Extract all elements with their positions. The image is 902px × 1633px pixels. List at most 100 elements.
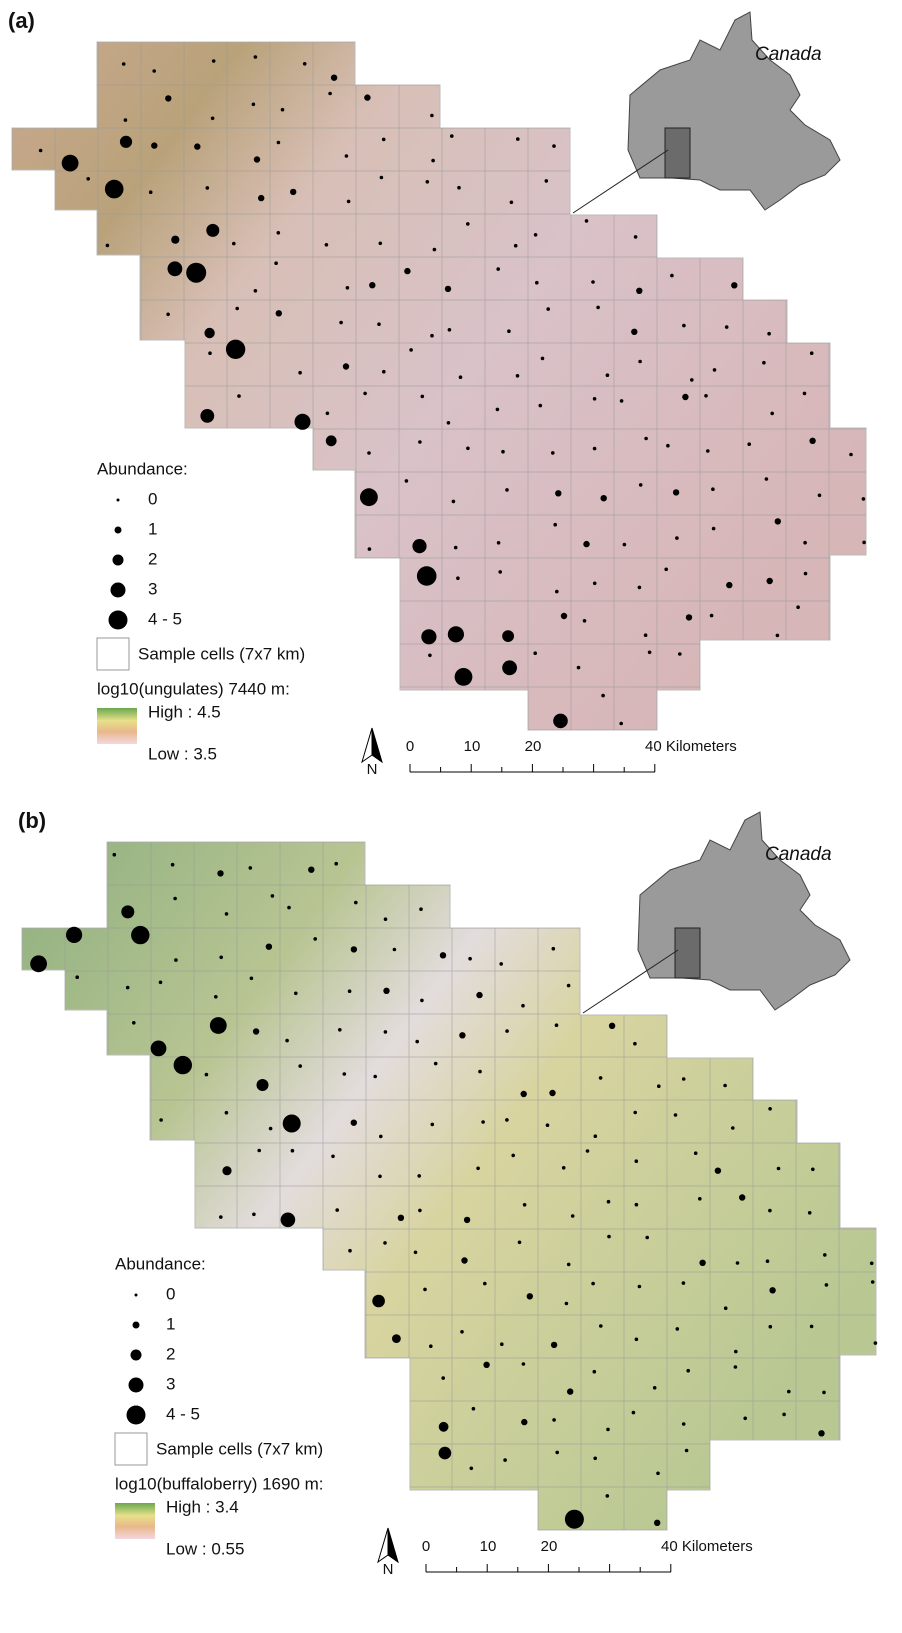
scale-label: 0 [422, 1538, 430, 1555]
sample-dot [685, 1449, 689, 1453]
sample-dot [620, 399, 624, 403]
sample-dot [498, 570, 502, 574]
sample-dot [502, 630, 514, 642]
sample-dot [418, 440, 422, 444]
sample-dot [593, 1457, 597, 1461]
sample-dot [594, 1134, 598, 1138]
sample-dot [283, 1115, 301, 1133]
sample-dot [30, 955, 47, 972]
sample-dot [122, 62, 126, 66]
sample-dot [326, 435, 337, 446]
sample-dot [769, 1325, 773, 1329]
sample-dot [510, 201, 514, 205]
sample-dot [252, 1213, 256, 1217]
sample-dot [541, 357, 545, 361]
sample-dot [670, 274, 674, 278]
sample-dot [249, 866, 253, 870]
sample-dot [762, 361, 766, 365]
sample-dot [345, 154, 349, 158]
sample-dot [346, 286, 350, 290]
sample-dot [254, 156, 260, 162]
scale-label: 0 [406, 738, 414, 755]
sample-dot [159, 981, 163, 985]
raster-high: High : 3.4 [166, 1497, 239, 1516]
sample-dot [599, 1076, 603, 1080]
sample-dot [448, 626, 464, 642]
legend-class: 0 [148, 489, 157, 508]
sample-dot [507, 329, 511, 333]
sample-dot [496, 267, 500, 271]
sample-dot [734, 1350, 738, 1354]
sample-dot [343, 1072, 347, 1076]
sample-dot [511, 1154, 515, 1158]
sample-dot [657, 1084, 661, 1088]
sample-dot [75, 975, 79, 979]
sample-dot [666, 444, 670, 448]
sample-dot [503, 1458, 507, 1462]
sample-dot [516, 374, 520, 378]
sample-dot [383, 988, 389, 994]
sample-dot [448, 328, 452, 332]
legend-cells-label: Sample cells (7x7 km) [138, 644, 305, 663]
sample-dot [768, 1107, 772, 1111]
sample-dot [253, 1028, 259, 1034]
north-arrow-shape [388, 1528, 398, 1562]
sample-dot [417, 1174, 421, 1178]
sample-dot [105, 180, 124, 199]
inset-study-box [675, 928, 700, 978]
figure: (a)CanadaAbundance:01234 - 5Sample cells… [0, 0, 902, 1633]
sample-dot [348, 989, 352, 993]
sample-dot [466, 222, 470, 226]
sample-dot [699, 1260, 705, 1266]
sample-dot [545, 179, 549, 183]
sample-dot [739, 1194, 745, 1200]
sample-dot [673, 489, 679, 495]
legend-dot [113, 555, 124, 566]
sample-dot [682, 324, 686, 328]
sample-dot [226, 340, 245, 359]
sample-dot [348, 1249, 352, 1253]
sample-dot [825, 1283, 829, 1287]
sample-dot [678, 652, 682, 656]
sample-dot [811, 1168, 815, 1172]
sample-dot [776, 634, 780, 638]
sample-dot [583, 541, 589, 547]
sample-dot [405, 479, 409, 483]
sample-dot [298, 1064, 302, 1068]
sample-dot [682, 1077, 686, 1081]
sample-dot [194, 143, 200, 149]
sample-dot [593, 1370, 597, 1374]
sample-dot [290, 189, 296, 195]
sample-dot [561, 613, 567, 619]
sample-dot [862, 497, 866, 501]
sample-dot [549, 1090, 555, 1096]
sample-dot [534, 233, 538, 237]
sample-dot [433, 248, 437, 252]
sample-dot [132, 1021, 136, 1025]
sample-dot [363, 392, 367, 396]
legend-class: 1 [148, 519, 157, 538]
sample-dot [644, 633, 648, 637]
sample-dot [874, 1341, 878, 1345]
sample-dot [171, 236, 179, 244]
sample-dot [593, 397, 597, 401]
sample-dot [731, 282, 737, 288]
sample-dot [426, 180, 430, 184]
sample-dot [452, 500, 456, 504]
sample-dot [456, 576, 460, 580]
sample-dot [225, 912, 229, 916]
north-arrow: N [362, 728, 382, 778]
sample-dot [211, 117, 215, 121]
sample-dot [713, 368, 717, 372]
sample-dot [459, 1032, 465, 1038]
sample-dot [106, 244, 110, 248]
sample-dot [200, 409, 214, 423]
sample-dot [287, 906, 291, 910]
sample-dot [39, 149, 43, 153]
sample-dot [555, 490, 561, 496]
sample-dot [439, 1447, 452, 1460]
sample-dot [440, 952, 446, 958]
sample-dot [599, 1324, 603, 1328]
inset-study-box [665, 128, 690, 178]
sample-dot [343, 363, 349, 369]
